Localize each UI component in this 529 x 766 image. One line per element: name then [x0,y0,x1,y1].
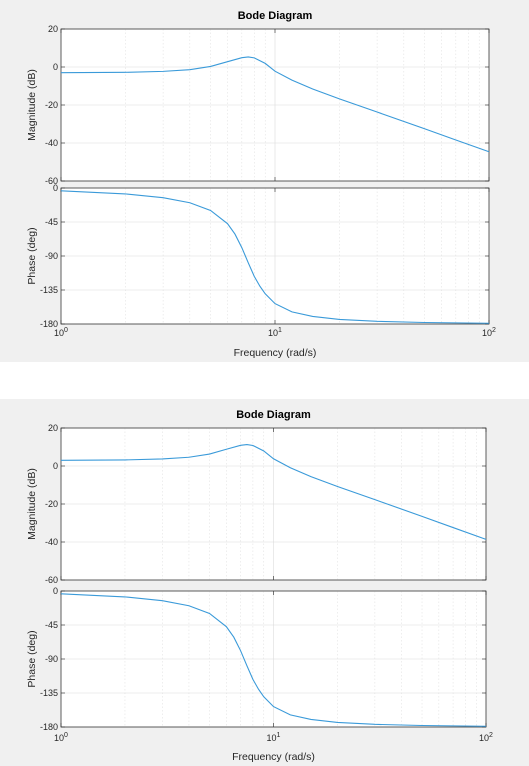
phase-panel: 0 -45 -90 -135 -180 Phase (deg) [26,183,490,329]
phase-panel: 0 -45 -90 -135 -180 Phase (deg) [26,586,487,732]
y-tick-label: 0 [53,62,58,72]
y-tick-label: -60 [45,176,58,186]
magnitude-panel: 20 0 -20 -40 -60 Magnitude (dB) [26,423,487,585]
x-tick-label-base: 10 [482,328,492,338]
x-tick-label-exponent: 2 [492,327,496,334]
magnitude-panel: 20 0 -20 -40 -60 Magnitude (dB) [26,24,490,186]
x-tick-label: 101 [268,327,282,338]
x-tick-label-exponent: 0 [64,732,68,739]
bode-figure-1: Bode Diagram 20 0 -20 -40 -60 Magnitude (dB) 0-… [0,0,529,362]
y-tick-label: 0 [53,586,58,596]
y-tick-label: -45 [45,217,58,227]
phase-axes-border [60,590,487,728]
magnitude-axes-border [60,427,487,581]
y-tick-label: 20 [48,24,58,34]
y-tick-label: -135 [40,688,58,698]
bode-figure-2: Bode Diagram 20 0 -20 -40 -60 Magnitude (dB) 0-… [0,399,529,766]
magnitude-ylabel: Magnitude (dB) [26,69,38,141]
x-tick-label-base: 10 [54,733,64,743]
x-axis-label: Frequency (rad/s) [234,347,317,359]
x-tick-label-exponent: 1 [277,732,281,739]
y-tick-label: -180 [40,722,58,732]
y-tick-label: -90 [45,654,58,664]
x-tick-label-base: 10 [479,733,489,743]
y-tick-label: 0 [53,183,58,193]
phase-curve [60,593,487,727]
x-tick-label-base: 10 [267,733,277,743]
phase-axes-border [60,187,490,325]
x-tick-label-base: 10 [54,328,64,338]
x-tick-label-exponent: 1 [278,327,282,334]
x-tick-label: 100 [54,732,68,743]
y-tick-label: -20 [45,100,58,110]
y-tick-label: -60 [45,575,58,585]
phase-curve [60,190,490,324]
x-tick-label-base: 10 [268,328,278,338]
magnitude-axes-border [60,28,490,182]
phase-ylabel: Phase (deg) [26,630,38,687]
y-tick-label: -135 [40,285,58,295]
x-tick-label: 102 [479,732,493,743]
x-tick-label: 100 [54,327,68,338]
y-tick-label: 20 [48,423,58,433]
x-axis-label: Frequency (rad/s) [232,751,315,763]
y-tick-label: -90 [45,251,58,261]
y-tick-label: -180 [40,319,58,329]
y-tick-label: 0 [53,461,58,471]
x-tick-label-exponent: 0 [64,327,68,334]
x-tick-label: 102 [482,327,496,338]
chart-title: Bode Diagram [236,409,311,421]
x-tick-label: 101 [267,732,281,743]
x-tick-label-exponent: 2 [489,732,493,739]
y-tick-label: -20 [45,499,58,509]
magnitude-ylabel: Magnitude (dB) [26,468,38,540]
phase-ylabel: Phase (deg) [26,227,38,284]
y-tick-label: -45 [45,620,58,630]
chart-title: Bode Diagram [238,10,313,22]
magnitude-curve [60,56,490,153]
magnitude-curve [60,443,487,540]
y-tick-label: -40 [45,537,58,547]
y-tick-label: -40 [45,138,58,148]
